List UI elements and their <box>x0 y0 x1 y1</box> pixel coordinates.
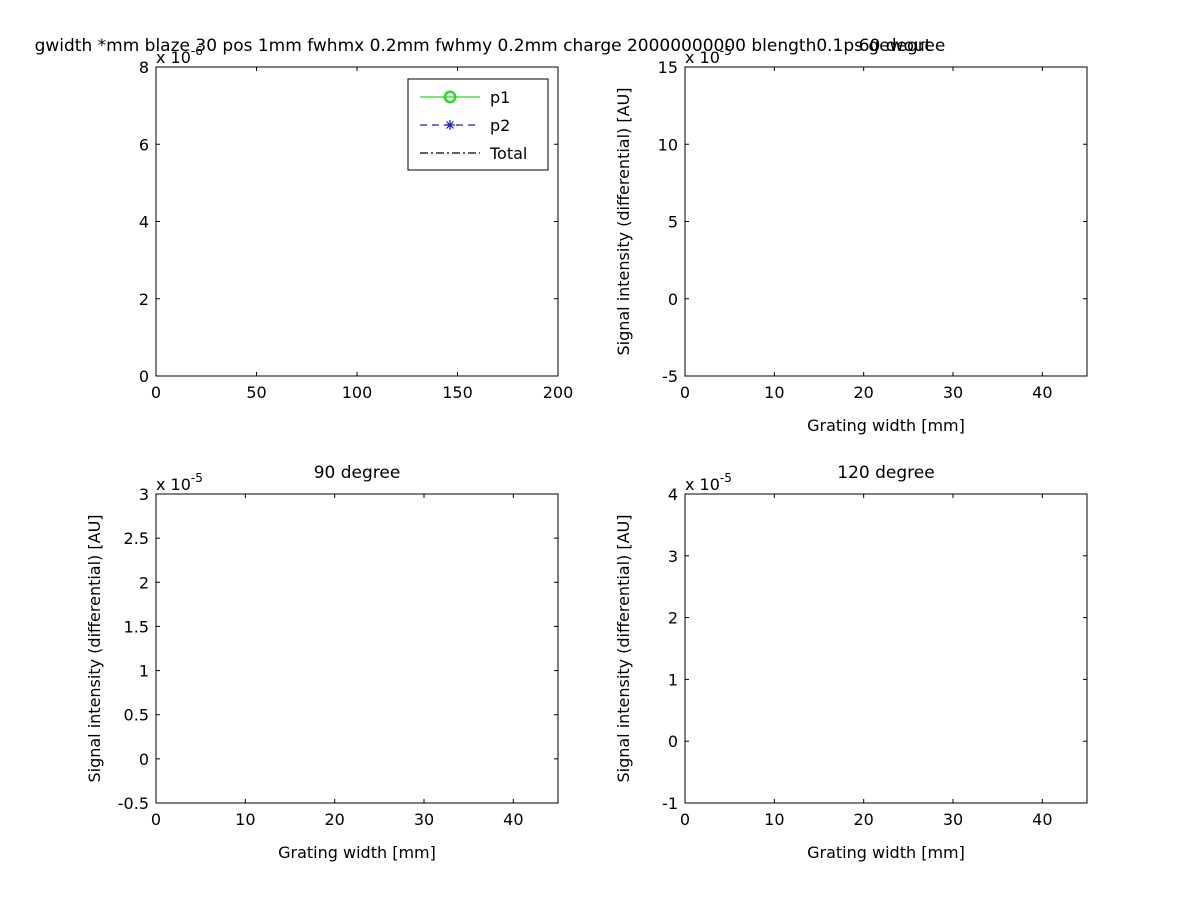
x-tick-label: 0 <box>151 810 161 829</box>
legend-label-p2: p2 <box>490 116 510 135</box>
x-tick-label: 50 <box>246 383 266 402</box>
y-tick-label: 1 <box>668 670 678 689</box>
y-tick-label: 10 <box>658 135 678 154</box>
x-tick-label: 40 <box>503 810 523 829</box>
y-tick-label: 0 <box>668 290 678 309</box>
y-tick-label: 0 <box>668 732 678 751</box>
panel-title: 90 degree <box>314 463 401 483</box>
x-tick-label: 30 <box>414 810 434 829</box>
x-axis-label: Grating width [mm] <box>807 843 965 862</box>
axis-exponent-label: x 10-5 <box>156 471 203 494</box>
x-tick-label: 10 <box>764 810 784 829</box>
y-axis-label: Signal intensity (differential) [AU] <box>614 87 633 355</box>
axes-frame <box>684 66 1088 377</box>
y-tick-label: 8 <box>139 58 149 77</box>
y-tick-label: 1 <box>139 662 149 681</box>
y-tick-label: 2 <box>139 573 149 592</box>
y-tick-label: 3 <box>668 547 678 566</box>
axis-exponent-label: x 10-5 <box>685 471 732 494</box>
legend-label-p1: p1 <box>490 88 510 107</box>
x-tick-label: 200 <box>543 383 574 402</box>
x-axis-label: Grating width [mm] <box>278 843 436 862</box>
y-axis-label: Signal intensity (differential) [AU] <box>614 514 633 782</box>
x-axis-label: Grating width [mm] <box>807 416 965 435</box>
x-tick-label: 20 <box>853 383 873 402</box>
x-tick-label: 0 <box>680 383 690 402</box>
y-tick-label: 4 <box>139 213 149 232</box>
y-tick-label: -1 <box>662 794 678 813</box>
x-tick-label: 40 <box>1032 383 1052 402</box>
x-tick-label: 20 <box>853 810 873 829</box>
legend: p1 p2 Total <box>407 78 549 171</box>
x-tick-label: 30 <box>943 383 963 402</box>
x-tick-label: 40 <box>1032 810 1052 829</box>
x-tick-label: 10 <box>764 383 784 402</box>
y-tick-label: 2.5 <box>124 529 149 548</box>
y-tick-label: -0.5 <box>118 794 149 813</box>
x-tick-label: 20 <box>324 810 344 829</box>
figure-suptitle: gwidth *mm blaze 30 pos 1mm fwhmx 0.2mm … <box>35 36 932 56</box>
legend-label-Total: Total <box>489 144 527 163</box>
legend-marker-p2 <box>445 120 455 130</box>
legend-marker-p1 <box>443 90 457 104</box>
x-tick-label: 0 <box>151 383 161 402</box>
y-tick-label: 6 <box>139 135 149 154</box>
x-tick-label: 30 <box>943 810 963 829</box>
x-tick-label: 10 <box>235 810 255 829</box>
x-tick-label: 150 <box>442 383 473 402</box>
y-tick-label: -5 <box>662 367 678 386</box>
y-tick-label: 2 <box>668 609 678 628</box>
y-tick-label: 4 <box>668 485 678 504</box>
panel-title: 120 degree <box>837 463 934 483</box>
y-tick-label: 5 <box>668 213 678 232</box>
y-axis-label: Signal intensity (differential) [AU] <box>85 514 104 782</box>
panel-title-60-degree: 60 degree <box>859 36 946 56</box>
axes-frame <box>684 493 1088 804</box>
y-tick-label: 2 <box>139 290 149 309</box>
y-tick-label: 15 <box>658 58 678 77</box>
y-tick-label: 0 <box>139 750 149 769</box>
x-tick-label: 100 <box>342 383 373 402</box>
y-tick-label: 1.5 <box>124 617 149 636</box>
y-tick-label: 0 <box>139 367 149 386</box>
axes-frame <box>155 493 559 804</box>
x-tick-label: 0 <box>680 810 690 829</box>
y-tick-label: 3 <box>139 485 149 504</box>
legend-box <box>407 78 549 171</box>
chart-bottom-left: 0 10 20 30 40-0.500.511.522.53x 10-5 90 degre… <box>85 463 559 862</box>
y-tick-label: 0.5 <box>124 706 149 725</box>
